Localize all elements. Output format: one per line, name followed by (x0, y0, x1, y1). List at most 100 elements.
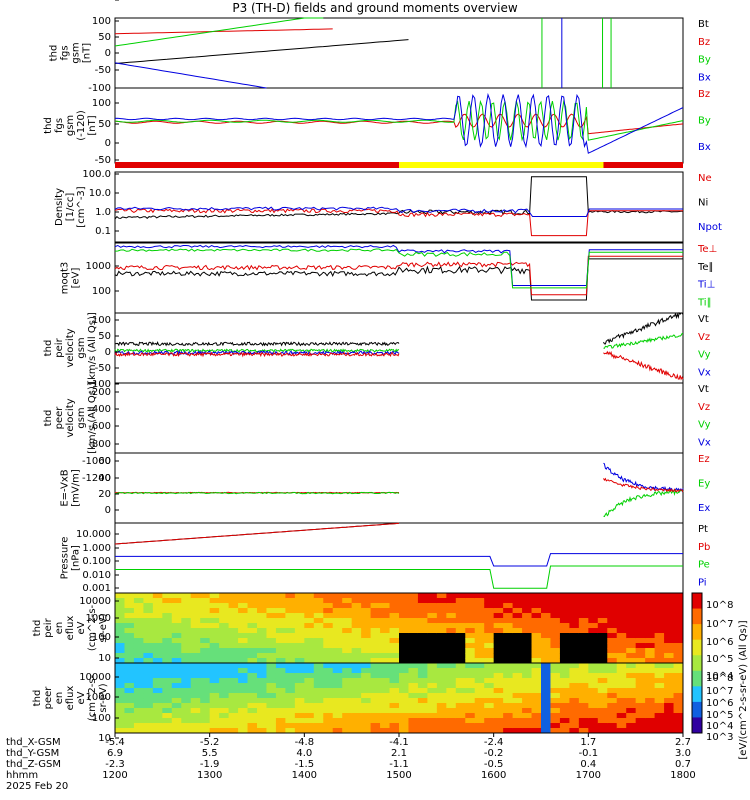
time-row-label: hhmm (6, 770, 38, 781)
spectrogram-cell (332, 628, 343, 634)
spectrogram-cell (522, 623, 533, 629)
time-row-value: 0.4 (580, 759, 596, 770)
spectrogram-cell (313, 658, 324, 664)
spectrogram-cell (266, 598, 277, 604)
spectrogram-cell (294, 723, 305, 729)
spectrogram-cell (257, 603, 267, 609)
spectrogram-cell (503, 628, 514, 634)
spectrogram-cell (143, 623, 154, 629)
spectrogram-cell (417, 648, 428, 654)
spectrogram-cell (342, 658, 353, 664)
panel-frame-density (114, 171, 684, 243)
ytick-fgs-gsm-zoom: -50 (95, 155, 111, 166)
spectrogram-cell (238, 703, 249, 709)
spectrogram-cell (304, 653, 315, 659)
spectrogram-cell (616, 713, 627, 719)
spectrogram-cell (635, 598, 646, 604)
ytick-density: 1.0 (95, 207, 111, 218)
spectrogram-cell (247, 668, 258, 674)
spectrogram-cell (266, 608, 277, 614)
spectrogram-cell (313, 718, 324, 724)
spectrogram-cell (143, 668, 154, 674)
series-bz-zoom (114, 113, 684, 135)
spectrogram-cell (541, 683, 551, 689)
spectrogram-cell (143, 633, 154, 639)
spectrogram-cell (190, 728, 201, 734)
spectrogram-cell (559, 623, 570, 629)
spectrogram-cell (247, 628, 258, 634)
spectrogram-cell (446, 658, 457, 664)
spectrogram-cell (351, 703, 362, 709)
spectrogram-cell (389, 613, 400, 619)
spectrogram-cell (512, 658, 523, 664)
spectrogram-cell (446, 653, 457, 659)
spectrogram-cell (152, 653, 163, 659)
spectrogram-cell (455, 608, 466, 614)
time-row-value: 1.7 (580, 737, 596, 748)
spectrogram-cell (559, 648, 570, 654)
spectrogram-cell (664, 728, 675, 734)
spectrogram-cell (238, 683, 249, 689)
spectrogram-cell (257, 663, 267, 669)
spectrogram-cell (673, 598, 684, 604)
spectrogram-cell (238, 723, 249, 729)
spectrogram-cell (408, 698, 419, 704)
spectrogram-cell (143, 678, 154, 684)
spectrogram-cell (607, 698, 618, 704)
spectrogram-cell (503, 598, 514, 604)
spectrogram-cell (294, 703, 305, 709)
spectrogram-cell (171, 673, 182, 679)
spectrogram-cell (171, 703, 182, 709)
spectrogram-cell (389, 713, 400, 719)
spectrogram-cell (474, 693, 485, 699)
spectrogram-cell (673, 678, 684, 684)
spectrogram-cell (588, 683, 599, 689)
legend-te⊥: Te⊥ (697, 244, 717, 255)
spectrogram-cell (399, 713, 409, 719)
spectrogram-cell (484, 718, 495, 724)
spectrogram-cell (304, 663, 315, 669)
spectrogram-cell (115, 598, 125, 604)
spectrogram-cell (578, 688, 589, 694)
spectrogram-cell (257, 698, 267, 704)
spectrogram-cell (436, 728, 447, 734)
spectrogram-cell (645, 678, 656, 684)
spectrogram-cell (664, 708, 675, 714)
spectrogram-cell (162, 608, 173, 614)
spectrogram-cell (493, 728, 504, 734)
spectrogram-cell (389, 728, 400, 734)
spectrogram-cell (370, 633, 381, 639)
spectrogram-cell (257, 638, 267, 644)
time-row-value: -5.2 (200, 737, 220, 748)
spectrogram-cell (512, 633, 523, 639)
spectrogram-cell (285, 663, 296, 669)
spectrogram-cell (361, 713, 372, 719)
spectrogram-cell (285, 653, 296, 659)
colorbar-segment (692, 593, 702, 610)
time-row-value: -2.4 (484, 737, 504, 748)
spectrogram-cell (171, 643, 182, 649)
spectrogram-cell (285, 598, 296, 604)
spectrogram-cell (370, 703, 381, 709)
spectrogram-cell (313, 723, 324, 729)
spectrogram-cell (597, 643, 608, 649)
time-row-value: 1800 (670, 770, 695, 781)
spectrogram-cell (578, 593, 589, 599)
spectrogram-cell (389, 598, 400, 604)
spectrogram-cell (181, 673, 192, 679)
ylabel-text: sr-eV) (98, 613, 109, 642)
spectrogram-cell (503, 648, 514, 654)
panel-frame-pressure (114, 522, 684, 594)
spectrogram-cell (484, 613, 495, 619)
spectrogram-cell (626, 643, 637, 649)
ytick-fgs-gsm-nT: 50 (98, 32, 111, 43)
spectrogram-cell (427, 603, 438, 609)
spectrogram-cell (541, 673, 551, 679)
spectrogram-cell (645, 708, 656, 714)
spectrogram-cell (446, 648, 457, 654)
spectrogram-cell (465, 688, 476, 694)
spectrogram-cell (607, 603, 618, 609)
spectrogram-cell (361, 703, 372, 709)
spectrogram-cell (399, 613, 409, 619)
spectrogram-cell (238, 608, 249, 614)
